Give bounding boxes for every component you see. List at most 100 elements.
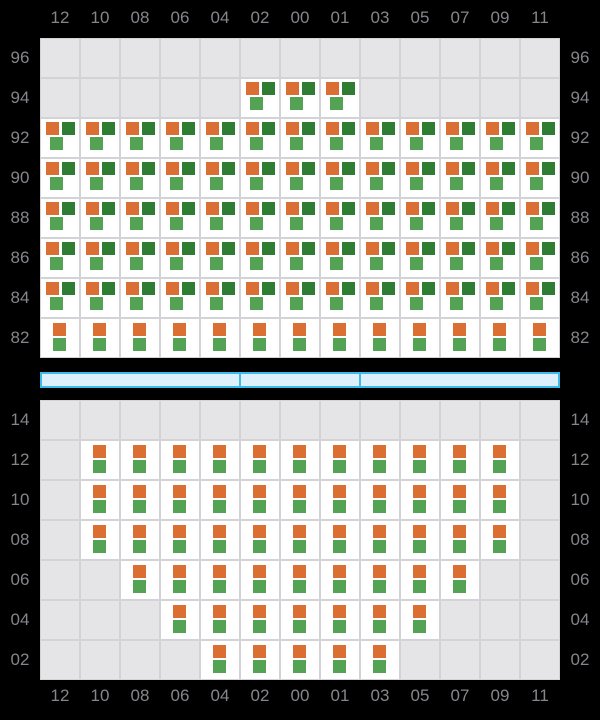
grid-cell-82-12[interactable] bbox=[41, 319, 79, 357]
grid-cell-90-10[interactable] bbox=[81, 159, 119, 197]
grid-cell-08-02[interactable] bbox=[241, 521, 279, 559]
grid-cell-06-03[interactable] bbox=[361, 561, 399, 599]
grid-cell-92-01[interactable] bbox=[321, 119, 359, 157]
grid-cell-90-11[interactable] bbox=[521, 159, 559, 197]
grid-cell-84-02[interactable] bbox=[241, 279, 279, 317]
grid-cell-88-01[interactable] bbox=[321, 199, 359, 237]
grid-cell-08-10[interactable] bbox=[81, 521, 119, 559]
grid-cell-02-00[interactable] bbox=[281, 641, 319, 679]
grid-cell-10-05[interactable] bbox=[401, 481, 439, 519]
grid-cell-92-09[interactable] bbox=[481, 119, 519, 157]
grid-cell-88-03[interactable] bbox=[361, 199, 399, 237]
grid-cell-12-10[interactable] bbox=[81, 441, 119, 479]
grid-cell-10-10[interactable] bbox=[81, 481, 119, 519]
grid-cell-90-08[interactable] bbox=[121, 159, 159, 197]
grid-cell-82-06[interactable] bbox=[161, 319, 199, 357]
grid-cell-86-04[interactable] bbox=[201, 239, 239, 277]
grid-cell-90-12[interactable] bbox=[41, 159, 79, 197]
grid-cell-90-02[interactable] bbox=[241, 159, 279, 197]
grid-cell-84-03[interactable] bbox=[361, 279, 399, 317]
grid-cell-12-01[interactable] bbox=[321, 441, 359, 479]
grid-cell-92-02[interactable] bbox=[241, 119, 279, 157]
grid-cell-04-03[interactable] bbox=[361, 601, 399, 639]
grid-cell-04-02[interactable] bbox=[241, 601, 279, 639]
grid-cell-92-05[interactable] bbox=[401, 119, 439, 157]
grid-cell-90-09[interactable] bbox=[481, 159, 519, 197]
grid-cell-12-07[interactable] bbox=[441, 441, 479, 479]
grid-cell-12-08[interactable] bbox=[121, 441, 159, 479]
grid-cell-10-03[interactable] bbox=[361, 481, 399, 519]
grid-cell-04-00[interactable] bbox=[281, 601, 319, 639]
grid-cell-92-06[interactable] bbox=[161, 119, 199, 157]
grid-cell-08-04[interactable] bbox=[201, 521, 239, 559]
grid-cell-92-03[interactable] bbox=[361, 119, 399, 157]
grid-cell-12-05[interactable] bbox=[401, 441, 439, 479]
grid-cell-84-01[interactable] bbox=[321, 279, 359, 317]
grid-cell-92-10[interactable] bbox=[81, 119, 119, 157]
grid-cell-90-05[interactable] bbox=[401, 159, 439, 197]
grid-cell-02-02[interactable] bbox=[241, 641, 279, 679]
grid-cell-86-02[interactable] bbox=[241, 239, 279, 277]
grid-cell-08-07[interactable] bbox=[441, 521, 479, 559]
grid-cell-82-01[interactable] bbox=[321, 319, 359, 357]
grid-cell-90-03[interactable] bbox=[361, 159, 399, 197]
grid-cell-06-08[interactable] bbox=[121, 561, 159, 599]
grid-cell-12-04[interactable] bbox=[201, 441, 239, 479]
grid-cell-06-06[interactable] bbox=[161, 561, 199, 599]
grid-cell-92-00[interactable] bbox=[281, 119, 319, 157]
grid-cell-12-02[interactable] bbox=[241, 441, 279, 479]
grid-cell-06-04[interactable] bbox=[201, 561, 239, 599]
grid-cell-04-01[interactable] bbox=[321, 601, 359, 639]
grid-cell-88-06[interactable] bbox=[161, 199, 199, 237]
grid-cell-08-08[interactable] bbox=[121, 521, 159, 559]
grid-cell-82-03[interactable] bbox=[361, 319, 399, 357]
grid-cell-12-06[interactable] bbox=[161, 441, 199, 479]
grid-cell-08-03[interactable] bbox=[361, 521, 399, 559]
grid-cell-04-05[interactable] bbox=[401, 601, 439, 639]
grid-cell-02-04[interactable] bbox=[201, 641, 239, 679]
grid-cell-12-09[interactable] bbox=[481, 441, 519, 479]
grid-cell-12-03[interactable] bbox=[361, 441, 399, 479]
grid-cell-06-05[interactable] bbox=[401, 561, 439, 599]
grid-cell-88-05[interactable] bbox=[401, 199, 439, 237]
grid-cell-88-12[interactable] bbox=[41, 199, 79, 237]
grid-cell-08-00[interactable] bbox=[281, 521, 319, 559]
grid-cell-10-07[interactable] bbox=[441, 481, 479, 519]
grid-cell-10-04[interactable] bbox=[201, 481, 239, 519]
grid-cell-02-01[interactable] bbox=[321, 641, 359, 679]
grid-cell-04-04[interactable] bbox=[201, 601, 239, 639]
grid-cell-86-00[interactable] bbox=[281, 239, 319, 277]
grid-cell-82-05[interactable] bbox=[401, 319, 439, 357]
grid-cell-10-06[interactable] bbox=[161, 481, 199, 519]
grid-cell-84-00[interactable] bbox=[281, 279, 319, 317]
grid-cell-82-08[interactable] bbox=[121, 319, 159, 357]
grid-cell-82-02[interactable] bbox=[241, 319, 279, 357]
grid-cell-88-02[interactable] bbox=[241, 199, 279, 237]
grid-cell-92-04[interactable] bbox=[201, 119, 239, 157]
grid-cell-08-01[interactable] bbox=[321, 521, 359, 559]
grid-cell-84-10[interactable] bbox=[81, 279, 119, 317]
grid-cell-84-06[interactable] bbox=[161, 279, 199, 317]
grid-cell-82-07[interactable] bbox=[441, 319, 479, 357]
grid-cell-08-09[interactable] bbox=[481, 521, 519, 559]
grid-cell-06-07[interactable] bbox=[441, 561, 479, 599]
grid-cell-84-05[interactable] bbox=[401, 279, 439, 317]
grid-cell-88-00[interactable] bbox=[281, 199, 319, 237]
grid-cell-94-02[interactable] bbox=[241, 79, 279, 117]
grid-cell-84-12[interactable] bbox=[41, 279, 79, 317]
grid-cell-86-03[interactable] bbox=[361, 239, 399, 277]
grid-cell-90-04[interactable] bbox=[201, 159, 239, 197]
grid-cell-04-06[interactable] bbox=[161, 601, 199, 639]
grid-cell-86-05[interactable] bbox=[401, 239, 439, 277]
grid-cell-90-06[interactable] bbox=[161, 159, 199, 197]
grid-cell-06-02[interactable] bbox=[241, 561, 279, 599]
grid-cell-82-04[interactable] bbox=[201, 319, 239, 357]
grid-cell-84-09[interactable] bbox=[481, 279, 519, 317]
grid-cell-90-00[interactable] bbox=[281, 159, 319, 197]
grid-cell-88-07[interactable] bbox=[441, 199, 479, 237]
grid-cell-86-07[interactable] bbox=[441, 239, 479, 277]
grid-cell-12-00[interactable] bbox=[281, 441, 319, 479]
grid-cell-84-04[interactable] bbox=[201, 279, 239, 317]
grid-cell-84-11[interactable] bbox=[521, 279, 559, 317]
grid-cell-94-00[interactable] bbox=[281, 79, 319, 117]
